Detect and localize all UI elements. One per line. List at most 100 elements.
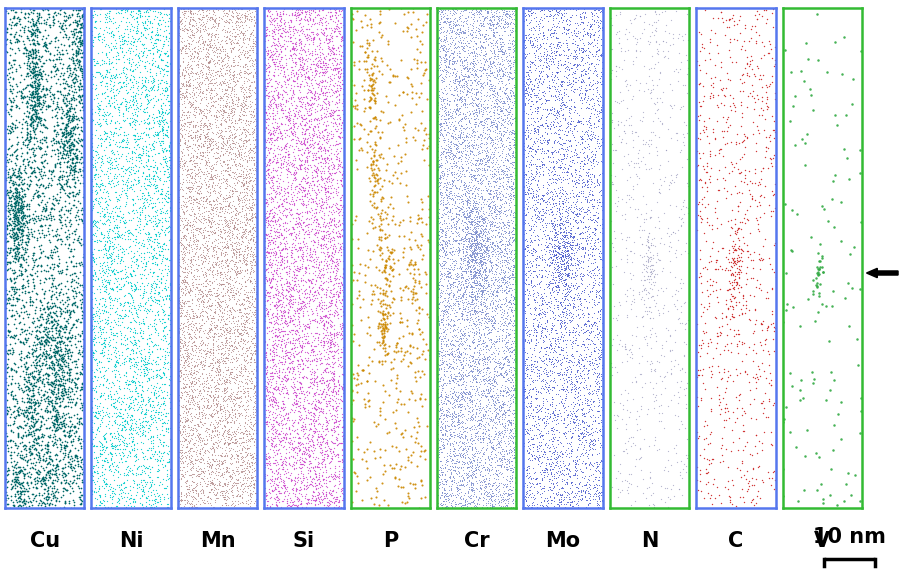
Point xyxy=(274,46,288,56)
Point xyxy=(549,348,563,357)
Point xyxy=(268,494,283,503)
Point xyxy=(588,64,603,73)
Point xyxy=(451,284,466,293)
Point xyxy=(240,371,254,380)
Point xyxy=(587,118,601,128)
Point xyxy=(92,401,106,411)
Point xyxy=(182,391,196,401)
Point xyxy=(230,268,244,277)
Point xyxy=(259,347,273,357)
Point xyxy=(50,321,65,330)
Point xyxy=(698,262,713,271)
Point xyxy=(530,446,544,456)
Point xyxy=(578,409,593,418)
Point xyxy=(325,113,340,123)
Point xyxy=(653,255,668,264)
Point xyxy=(128,137,142,147)
Point xyxy=(458,419,472,428)
Point xyxy=(203,421,217,430)
Point xyxy=(452,123,467,132)
Point xyxy=(474,329,488,339)
Point xyxy=(760,143,775,152)
Point xyxy=(459,96,473,105)
Point xyxy=(651,254,666,263)
Point xyxy=(532,346,547,356)
Point xyxy=(545,247,560,257)
Point xyxy=(240,395,254,404)
Point xyxy=(179,439,194,449)
Point xyxy=(191,23,205,32)
Point xyxy=(522,331,536,340)
Point xyxy=(468,121,482,130)
Point xyxy=(126,476,141,485)
Point xyxy=(216,427,231,436)
Point xyxy=(144,27,159,37)
Point xyxy=(479,229,494,239)
Point xyxy=(483,243,497,252)
Point xyxy=(211,417,225,426)
Point xyxy=(147,117,161,126)
Point xyxy=(562,288,577,297)
Point xyxy=(578,83,593,92)
Point xyxy=(308,53,323,63)
Point xyxy=(4,379,18,388)
Point xyxy=(564,185,578,195)
Point xyxy=(123,433,137,443)
Point xyxy=(111,226,125,235)
Point xyxy=(394,314,408,323)
Point xyxy=(41,303,55,312)
Point xyxy=(92,408,106,417)
Point xyxy=(569,490,583,500)
Point xyxy=(203,85,217,95)
Point xyxy=(455,437,469,446)
Point xyxy=(171,129,186,139)
Point xyxy=(159,294,173,303)
Point xyxy=(317,124,332,133)
Point xyxy=(587,75,601,85)
Point xyxy=(226,25,241,34)
Point xyxy=(527,375,542,384)
Point xyxy=(539,189,553,198)
Point xyxy=(469,156,484,166)
Point xyxy=(577,352,591,362)
Point xyxy=(275,496,289,505)
Point xyxy=(742,71,756,80)
Point xyxy=(304,378,318,387)
Point xyxy=(410,44,424,53)
Point xyxy=(303,425,317,434)
Point xyxy=(12,189,26,198)
Point xyxy=(136,148,150,157)
Point xyxy=(305,493,319,503)
Point xyxy=(241,128,255,137)
Point xyxy=(535,484,550,493)
Point xyxy=(583,326,597,336)
Point xyxy=(768,56,782,65)
Point xyxy=(344,122,359,132)
Point xyxy=(309,485,323,494)
Point xyxy=(30,187,44,197)
Point xyxy=(629,53,643,62)
Point xyxy=(172,298,187,308)
Point xyxy=(147,14,161,23)
Point xyxy=(28,47,42,57)
Point xyxy=(148,325,162,334)
Point xyxy=(644,269,659,278)
Point xyxy=(542,413,556,422)
Point xyxy=(259,46,273,56)
Point xyxy=(501,73,515,82)
Point xyxy=(625,94,640,104)
Point xyxy=(496,359,511,368)
Point xyxy=(301,44,315,54)
Point xyxy=(441,189,456,198)
Point xyxy=(203,42,217,51)
Point xyxy=(806,286,821,295)
Point xyxy=(634,452,649,462)
Point xyxy=(212,479,226,488)
Point xyxy=(545,257,560,267)
Point xyxy=(293,398,307,407)
Point xyxy=(264,47,278,57)
Point xyxy=(406,422,421,432)
Point xyxy=(458,450,472,460)
Point xyxy=(284,111,298,120)
Point xyxy=(458,390,472,399)
